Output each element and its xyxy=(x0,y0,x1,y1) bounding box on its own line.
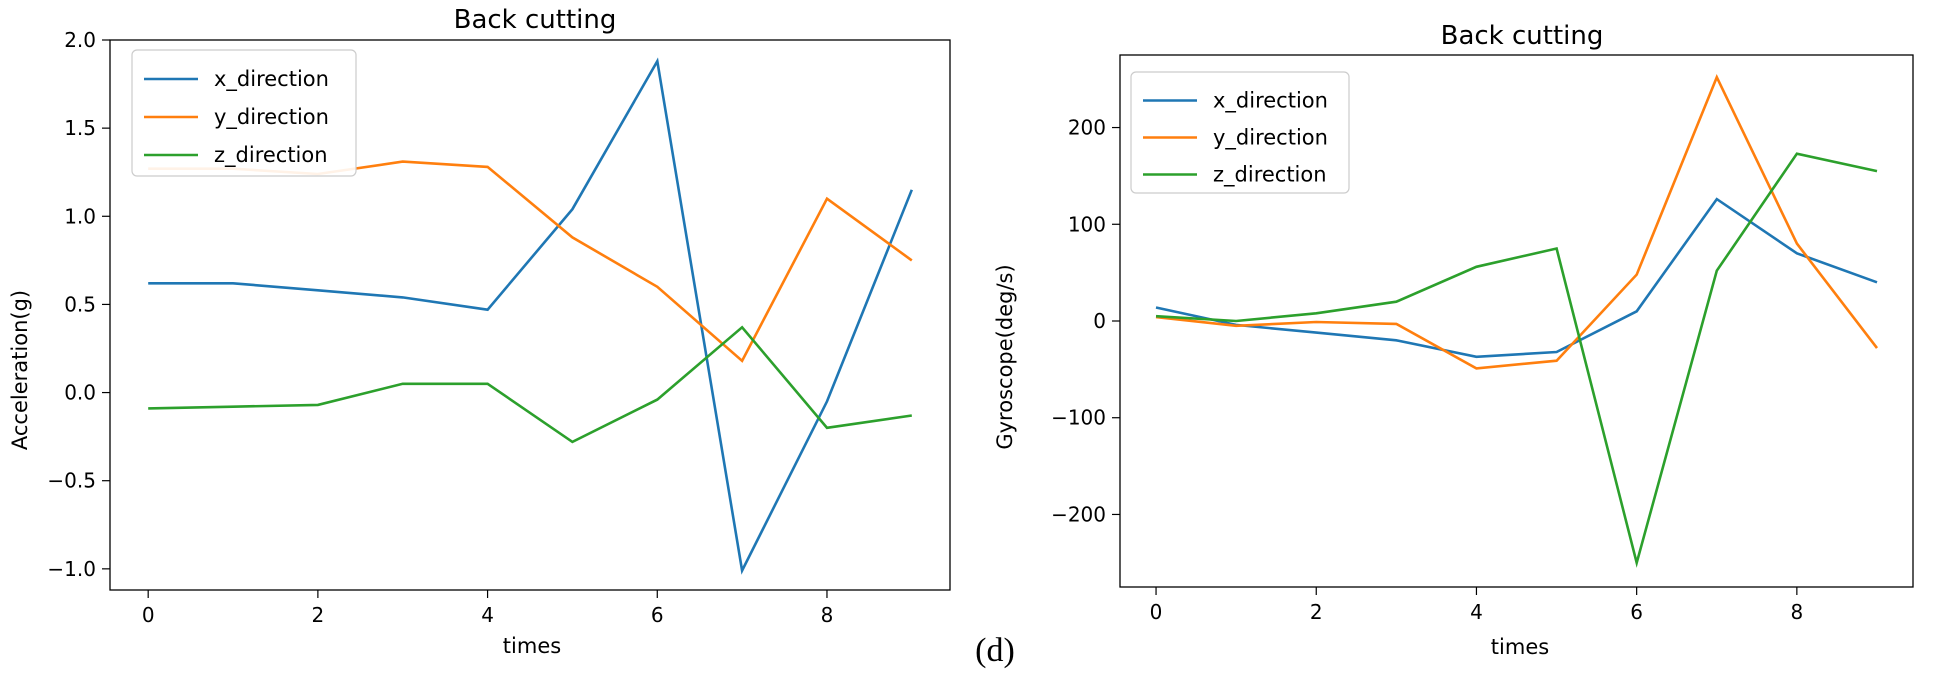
gyroscope-y-tick-label-3: 100 xyxy=(1068,212,1106,236)
acceleration-x-axis-label: times xyxy=(503,634,561,658)
gyroscope-legend-label-z-direction: z_direction xyxy=(1213,163,1327,188)
gyroscope-y-tick-label-4: 200 xyxy=(1068,116,1106,140)
gyroscope-series-line-y-direction xyxy=(1155,73,1879,370)
gyroscope-x-tick-label-0: 0 xyxy=(1150,600,1163,624)
gyroscope-series-line-z-direction xyxy=(1155,152,1878,568)
acceleration-legend-label-z-direction: z_direction xyxy=(214,143,328,168)
gyroscope-legend-label-x-direction: x_direction xyxy=(1213,89,1328,114)
gyroscope-x-axis-label: times xyxy=(1491,635,1549,659)
acceleration-legend-label-y-direction: y_direction xyxy=(214,105,329,130)
acceleration-x-tick-label-3: 6 xyxy=(651,603,664,627)
acceleration-series-line-x-direction xyxy=(148,57,914,575)
gyroscope-legend: x_direction y_direction z_direction xyxy=(1130,71,1350,194)
acceleration-chart: Back cutting Acceleration(g) times 0 2 4 6 8… xyxy=(8,5,951,658)
acceleration-y-tick-label-4: 1.0 xyxy=(64,204,96,228)
gyroscope-x-tick-label-1: 2 xyxy=(1310,600,1323,624)
acceleration-plot-frame xyxy=(109,39,951,591)
gyroscope-x-tick-label-2: 4 xyxy=(1470,600,1483,624)
acceleration-y-tick-label-2: 0.0 xyxy=(64,381,96,405)
acceleration-x-tick-label-1: 2 xyxy=(312,603,325,627)
acceleration-x-tick-label-4: 8 xyxy=(821,603,834,627)
acceleration-legend: x_direction y_direction z_direction xyxy=(131,49,357,177)
gyroscope-legend-label-y-direction: y_direction xyxy=(1213,126,1328,151)
acceleration-y-tick-label-5: 1.5 xyxy=(64,116,96,140)
gyroscope-y-tick-label-2: 0 xyxy=(1093,309,1106,333)
acceleration-x-tick-label-0: 0 xyxy=(142,603,155,627)
acceleration-legend-label-x-direction: x_direction xyxy=(214,67,329,92)
acceleration-ticks: 0 2 4 6 8 −1.0 −0.5 0.0 0.5 1.0 1.5 2.0 xyxy=(47,28,833,627)
acceleration-legend-box xyxy=(131,49,357,177)
gyroscope-legend-box xyxy=(1130,71,1350,194)
gyroscope-plot-frame xyxy=(1119,54,1914,588)
acceleration-y-axis-label: Acceleration(g) xyxy=(8,290,32,450)
acceleration-y-tick-label-3: 0.5 xyxy=(64,292,96,316)
acceleration-chart-title: Back cutting xyxy=(454,5,617,35)
gyroscope-y-tick-label-1: −100 xyxy=(1051,406,1106,430)
gyroscope-lines xyxy=(1155,73,1879,568)
acceleration-y-tick-label-1: −0.5 xyxy=(47,469,96,493)
gyroscope-series-line-x-direction xyxy=(1155,197,1878,359)
gyroscope-ticks: 0 2 4 6 8 −200 −100 0 100 200 xyxy=(1051,116,1803,624)
figure-caption: (d) xyxy=(975,632,1015,669)
gyroscope-x-tick-label-4: 8 xyxy=(1790,600,1803,624)
gyroscope-y-axis-label: Gyroscope(deg/s) xyxy=(993,264,1017,449)
gyroscope-chart-title: Back cutting xyxy=(1441,21,1604,51)
acceleration-x-tick-label-2: 4 xyxy=(481,603,494,627)
acceleration-series-line-z-direction xyxy=(148,325,912,444)
gyroscope-x-tick-label-3: 6 xyxy=(1630,600,1643,624)
gyroscope-y-tick-label-0: −200 xyxy=(1051,502,1106,526)
acceleration-y-tick-label-0: −1.0 xyxy=(47,557,96,581)
gyroscope-chart: Back cutting Gyroscope(deg/s) times 0 2 4 6… xyxy=(993,21,1914,659)
acceleration-y-tick-label-6: 2.0 xyxy=(64,28,96,52)
